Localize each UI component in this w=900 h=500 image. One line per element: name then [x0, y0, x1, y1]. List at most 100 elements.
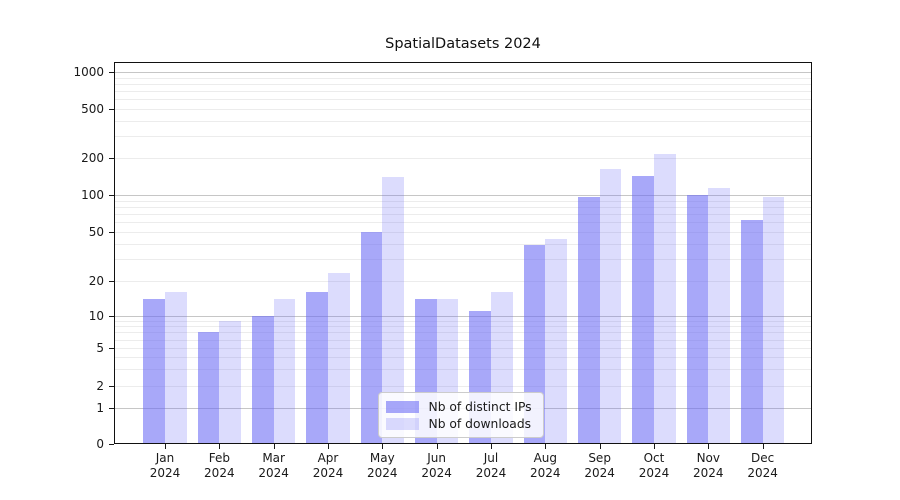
- year-label: 2024: [693, 465, 724, 480]
- x-tick-label-jan: Jan 2024: [133, 451, 197, 481]
- x-tick-mark: [219, 443, 221, 449]
- x-tick-mark: [545, 443, 547, 449]
- x-tick-label-apr: Apr 2024: [296, 451, 360, 481]
- x-tick-label-jun: Jun 2024: [405, 451, 469, 481]
- chart-title: SpatialDatasets 2024: [385, 36, 541, 52]
- year-label: 2024: [204, 465, 235, 480]
- minor-gridline: [115, 158, 811, 160]
- bar-distinct-ips-jan: [143, 298, 165, 444]
- x-tick-label-oct: Oct 2024: [622, 451, 686, 481]
- y-tick-label: 10: [88, 308, 104, 323]
- y-tick-label: 20: [88, 273, 104, 288]
- year-label: 2024: [475, 465, 507, 480]
- minor-gridline: [115, 339, 811, 341]
- month-label: Nov: [696, 450, 720, 465]
- minor-gridline: [115, 121, 811, 122]
- month-label: Oct: [643, 450, 665, 465]
- y-tick-label: 1000: [73, 65, 104, 79]
- major-gridline: [115, 315, 811, 317]
- legend-label-downloads: Nb of downloads: [428, 416, 532, 431]
- month-label: Jan: [155, 450, 175, 465]
- y-tick-mark: [109, 158, 114, 160]
- x-tick-label-nov: Nov 2024: [676, 451, 740, 481]
- y-tick-label: 200: [81, 151, 104, 166]
- y-tick-label: 100: [81, 188, 104, 203]
- x-tick-mark: [653, 443, 655, 449]
- month-label: Jun: [427, 450, 447, 465]
- legend: Nb of distinct IPs Nb of downloads: [377, 392, 544, 438]
- major-gridline: [115, 72, 811, 73]
- y-tick-label: 5: [96, 341, 104, 355]
- minor-gridline: [115, 320, 811, 322]
- legend-swatch-distinct-ips: [385, 400, 419, 413]
- x-tick-mark: [327, 443, 329, 449]
- y-tick-label: 1: [96, 400, 104, 415]
- month-label: Jul: [483, 450, 499, 465]
- year-label: 2024: [258, 465, 289, 480]
- year-label: 2024: [638, 465, 670, 480]
- year-label: 2024: [312, 465, 344, 480]
- y-tick-mark: [109, 109, 114, 110]
- x-tick-label-aug: Aug 2024: [513, 451, 577, 481]
- minor-gridline: [115, 91, 811, 93]
- y-tick-mark: [109, 195, 114, 197]
- minor-gridline: [115, 200, 811, 202]
- bar-distinct-ips-dec: [740, 219, 763, 444]
- bar-downloads-mar: [273, 298, 296, 444]
- y-tick-label: 0: [96, 436, 104, 451]
- minor-gridline: [115, 214, 811, 216]
- minor-gridline: [115, 348, 811, 349]
- y-tick-label: 50: [88, 225, 104, 240]
- month-label: May: [369, 450, 395, 465]
- minor-gridline: [115, 357, 811, 359]
- x-tick-mark: [762, 443, 764, 449]
- year-label: 2024: [149, 465, 181, 480]
- minor-gridline: [115, 99, 811, 101]
- x-tick-mark: [599, 443, 601, 449]
- bar-downloads-feb: [219, 320, 242, 444]
- minor-gridline: [115, 332, 811, 334]
- legend-entry-downloads: Nb of downloads: [385, 415, 534, 432]
- minor-gridline: [115, 232, 811, 234]
- bar-downloads-apr: [327, 273, 350, 444]
- legend-entry-distinct-ips: Nb of distinct IPs: [385, 398, 534, 415]
- y-tick-mark: [109, 407, 114, 409]
- x-tick-mark: [490, 443, 492, 449]
- month-label: Sep: [588, 450, 611, 465]
- x-tick-label-dec: Dec 2024: [731, 451, 795, 481]
- bar-downloads-nov: [708, 187, 731, 444]
- minor-gridline: [115, 280, 811, 282]
- minor-gridline: [115, 83, 811, 85]
- bar-distinct-ips-oct: [632, 176, 654, 444]
- x-tick-label-mar: Mar 2024: [242, 451, 306, 481]
- y-tick-mark: [109, 232, 114, 234]
- year-label: 2024: [421, 465, 452, 480]
- y-tick-mark: [109, 348, 114, 349]
- minor-gridline: [115, 207, 811, 209]
- x-tick-mark: [273, 443, 275, 449]
- y-tick-mark: [109, 315, 114, 317]
- x-tick-label-may: May 2024: [350, 451, 414, 481]
- y-tick-mark: [109, 443, 114, 445]
- minor-gridline: [115, 368, 811, 370]
- x-tick-label-feb: Feb 2024: [187, 451, 251, 481]
- year-label: 2024: [530, 465, 561, 480]
- legend-label-distinct-ips: Nb of distinct IPs: [428, 399, 532, 414]
- year-label: 2024: [367, 465, 398, 480]
- x-tick-label-sep: Sep 2024: [568, 451, 632, 481]
- y-tick-mark: [109, 280, 114, 282]
- month-label: Apr: [317, 450, 339, 465]
- bar-distinct-ips-nov: [686, 195, 709, 444]
- bar-distinct-ips-sep: [577, 196, 600, 444]
- y-tick-label: 2: [96, 378, 104, 393]
- y-tick-label: 500: [81, 102, 104, 116]
- minor-gridline: [115, 385, 811, 387]
- minor-gridline: [115, 136, 811, 138]
- bar-distinct-ips-feb: [197, 332, 220, 444]
- bar-downloads-sep: [599, 168, 622, 444]
- x-tick-mark: [165, 443, 166, 449]
- bar-downloads-jan: [165, 291, 187, 444]
- legend-swatch-downloads: [385, 417, 419, 430]
- bar-distinct-ips-mar: [251, 315, 274, 444]
